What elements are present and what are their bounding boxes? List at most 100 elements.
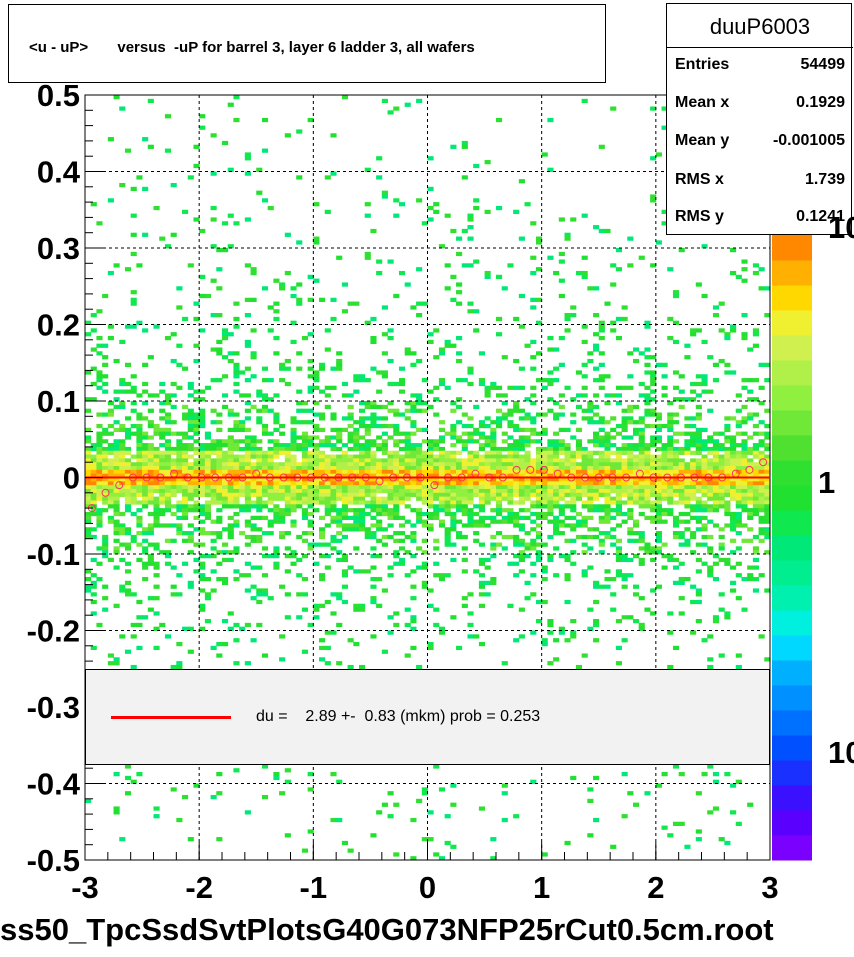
heatmap-cell [473,569,480,574]
heatmap-cell [107,496,114,501]
heatmap-cell [182,492,189,498]
heatmap-cell [393,538,400,543]
heatmap-cell [473,531,480,536]
heatmap-cell [655,531,662,536]
heatmap-cell [672,485,680,490]
heatmap-cell [627,508,634,513]
heatmap-cell [513,473,520,478]
heatmap-cell [581,466,588,471]
heatmap-cell [359,603,366,608]
heatmap-cell [484,481,491,486]
heatmap-cell [518,634,525,639]
heatmap-cell [199,485,206,490]
heatmap-cell [581,362,588,367]
heatmap-cell [85,469,92,475]
heatmap-cell [735,653,742,658]
heatmap-cell [684,485,691,490]
heatmap-cell [416,508,423,513]
heatmap-cell [222,580,229,586]
heatmap-cell [307,496,314,501]
heatmap-cell [553,488,560,494]
heatmap-cell [204,485,211,490]
heatmap-cell [124,473,132,478]
heatmap-cell [404,504,411,509]
heatmap-cell [142,473,149,478]
heatmap-cell [712,378,720,383]
heatmap-cell [136,458,143,463]
heatmap-cell [353,515,360,520]
heatmap-cell [524,454,531,459]
heatmap-cell [547,450,554,455]
heatmap-cell [90,454,97,459]
heatmap-cell [96,370,103,375]
heatmap-cell [136,599,143,605]
heatmap-cell [633,454,640,459]
heatmap-cell [313,607,320,612]
heatmap-cell [113,527,120,532]
heatmap-cell [244,523,251,528]
heatmap-cell [159,469,166,475]
x-tick-label: -3 [71,870,99,905]
heatmap-cell [507,603,514,608]
heatmap-cell [741,496,748,501]
heatmap-cell [587,351,594,356]
heatmap-cell [450,844,457,849]
heatmap-cell [182,515,189,520]
heatmap-cell [256,458,263,463]
heatmap-cell [284,492,291,498]
heatmap-cell [353,485,360,490]
heatmap-cell [450,496,457,501]
heatmap-cell [347,393,354,398]
heatmap-cell [176,500,183,505]
heatmap-cell [410,508,417,513]
heatmap-cell [672,320,680,325]
heatmap-cell [273,466,280,471]
heatmap-cell [193,477,200,482]
heatmap-cell [233,492,240,498]
heatmap-cell [621,511,628,517]
heatmap-cell [718,473,725,478]
heatmap-cell [290,339,297,345]
heatmap-cell [644,504,651,509]
heatmap-cell [359,519,366,524]
heatmap-cell [518,607,525,612]
heatmap-cell [364,446,371,452]
heatmap-cell [376,423,383,429]
heatmap-cell [678,561,685,566]
heatmap-cell [222,477,229,482]
heatmap-cell [650,454,657,459]
heatmap-cell [416,519,423,524]
heatmap-cell [210,466,217,471]
heatmap-cell [324,435,331,440]
heatmap-cell [678,466,685,471]
heatmap-cell [296,462,303,467]
heatmap-cell [633,619,640,624]
heatmap-cell [518,408,525,413]
heatmap-cell [284,496,291,501]
heatmap-cell [147,596,154,601]
heatmap-cell [427,511,434,517]
heatmap-cell [587,565,594,570]
heatmap-cell [752,534,759,540]
heatmap-cell [593,817,600,823]
heatmap-cell [159,408,166,413]
heatmap-cell [187,435,194,440]
heatmap-cell [164,439,172,444]
heatmap-cell [124,481,132,486]
heatmap-cell [621,435,628,440]
heatmap-cell [210,420,217,425]
heatmap-cell [461,492,468,498]
heatmap-cell [364,251,371,257]
heatmap-cell [427,500,434,505]
heatmap-cell [393,462,400,467]
heatmap-cell [615,538,622,543]
heatmap-cell [575,404,583,410]
heatmap-cell [615,488,622,494]
heatmap-cell [501,469,508,475]
heatmap-cell [216,492,223,498]
heatmap-cell [410,488,417,494]
heatmap-cell [467,622,474,628]
heatmap-cell [393,408,400,413]
heatmap-cell [598,420,605,425]
heatmap-cell [387,485,394,490]
